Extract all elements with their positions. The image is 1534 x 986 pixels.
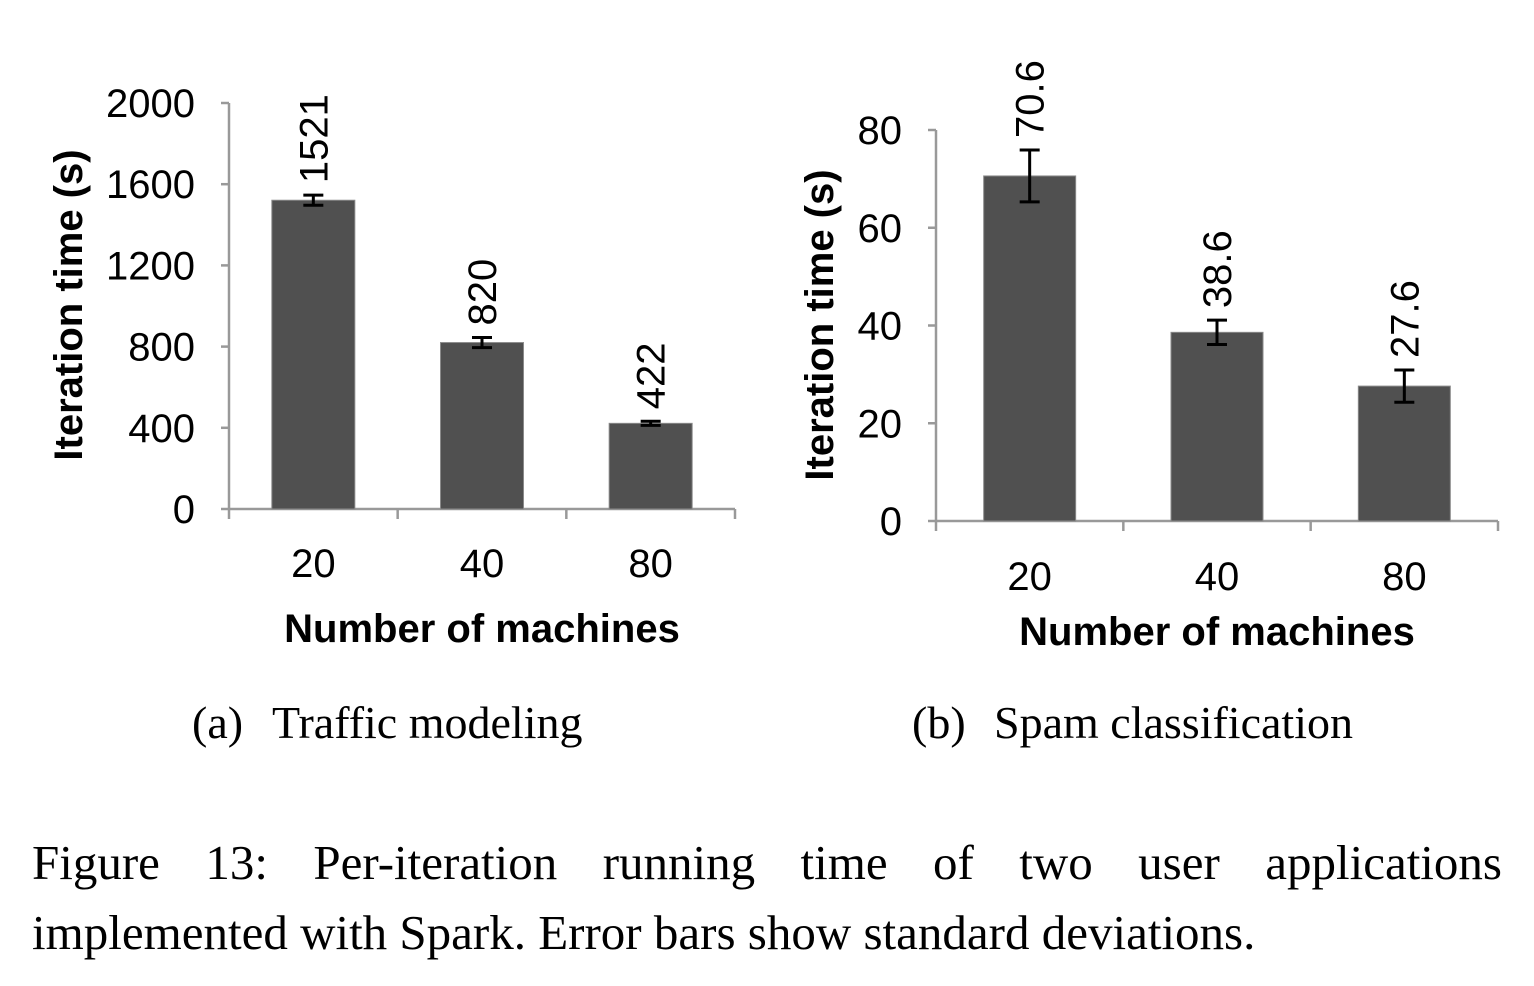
chart1-subcaption-label: (b)	[912, 697, 966, 748]
chart1-subcaption: Spam classification	[994, 697, 1353, 748]
chart1-y-tick-label: 60	[858, 207, 903, 251]
chart0-y-tick-label: 400	[128, 407, 195, 451]
chart0-subcaption-label: (a)	[192, 697, 243, 748]
chart0-bar	[440, 342, 524, 510]
chart0-y-tick-label: 1600	[106, 163, 195, 207]
chart0-y-axis-label: Iteration time (s)	[47, 149, 91, 460]
chart0-data-label: 422	[630, 343, 674, 410]
chart1-y-tick-label: 0	[880, 500, 902, 544]
chart0-subcaption: Traffic modeling	[272, 697, 582, 748]
chart1-x-tick-label: 20	[1007, 555, 1052, 599]
chart0-y-tick-label: 800	[128, 326, 195, 370]
chart0-bar	[271, 199, 356, 510]
chart0-bar	[608, 422, 693, 510]
chart0-data-label: 1521	[292, 94, 336, 183]
chart1-bar	[1357, 385, 1451, 522]
chart0-x-tick-label: 20	[291, 542, 336, 586]
chart1-x-axis-label: Number of machines	[1019, 610, 1415, 654]
chart0-y-tick-label: 2000	[106, 82, 195, 126]
chart0-y-tick-label: 1200	[106, 244, 195, 288]
chart1-y-tick-label: 40	[858, 305, 903, 349]
chart0-x-tick-label: 80	[628, 542, 673, 586]
chart1-data-label: 38.6	[1196, 230, 1240, 308]
chart1-data-label: 27.6	[1383, 280, 1427, 358]
chart0-x-axis-label: Number of machines	[284, 607, 680, 651]
chart1-y-tick-label: 20	[858, 402, 903, 446]
chart1-y-tick-label: 80	[858, 109, 903, 153]
chart1-x-tick-label: 80	[1382, 555, 1427, 599]
chart1-y-axis-label: Iteration time (s)	[798, 169, 842, 480]
chart0-x-tick-label: 40	[460, 542, 505, 586]
chart0-y-tick-label: 0	[173, 488, 195, 532]
chart1-x-tick-label: 40	[1195, 555, 1240, 599]
chart1-data-label: 70.6	[1009, 60, 1053, 138]
figure-caption: Figure 13: Per-iteration running time of…	[32, 835, 1502, 960]
chart1-bar	[983, 175, 1077, 522]
chart0-data-label: 820	[461, 259, 505, 326]
chart1-bar	[1170, 331, 1264, 522]
